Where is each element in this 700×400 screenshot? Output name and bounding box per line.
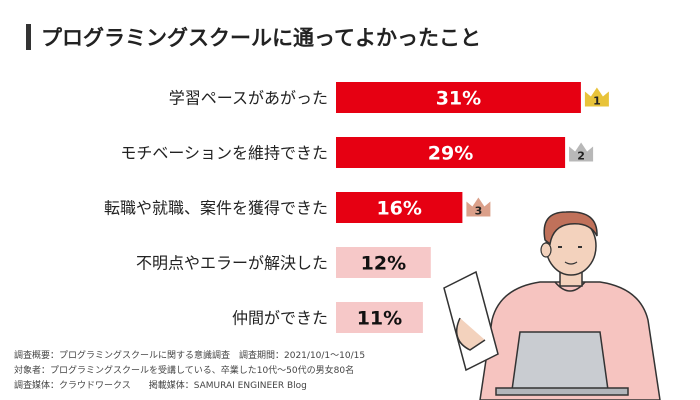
crown-icon: 1 — [584, 87, 609, 108]
value-label: 11% — [357, 308, 402, 330]
survey-footnote: 調査概要：プログラミングスクールに関する意識調査 調査期間：2021/10/1〜… — [14, 349, 365, 394]
bar — [336, 137, 566, 168]
chart-title: プログラミングスクールに通ってよかったこと — [41, 26, 481, 50]
crown-icon: 3 — [466, 197, 491, 218]
bars-layer: 学習ペースがあがった 31% 1 モチベーションを維持できた 29% 2 転職や就職、案件を… — [104, 82, 609, 333]
category-label: モチベーションを維持できた — [120, 144, 328, 163]
person-illustration — [443, 211, 661, 400]
chart-header: プログラミングスクールに通ってよかったこと — [26, 22, 481, 52]
value-label: 12% — [361, 253, 406, 275]
value-label: 29% — [428, 143, 473, 165]
crown-icon: 2 — [569, 142, 594, 163]
header-accent-bar — [26, 24, 31, 50]
rank-number: 2 — [577, 150, 585, 163]
bar — [336, 302, 423, 333]
footnote-line: 調査媒体：クラウドワークス 掲載媒体：SAMURAI ENGINEER Blog — [14, 381, 307, 391]
rank-number: 1 — [593, 95, 601, 108]
value-label: 31% — [436, 88, 481, 110]
rank-number: 3 — [475, 205, 483, 218]
footnote-line: 対象者：プログラミングスクールを受講している、卒業した10代〜50代の男女80名 — [14, 366, 355, 376]
category-label: 不明点やエラーが解決した — [136, 254, 328, 273]
bar — [336, 82, 581, 113]
category-label: 学習ペースがあがった — [169, 89, 328, 108]
category-label: 転職や就職、案件を獲得できた — [104, 199, 328, 218]
footnote-line: 調査概要：プログラミングスクールに関する意識調査 調査期間：2021/10/1〜… — [14, 351, 366, 361]
bar — [336, 192, 463, 223]
bar — [336, 247, 431, 278]
category-label: 仲間ができた — [232, 309, 328, 328]
value-label: 16% — [376, 198, 421, 220]
